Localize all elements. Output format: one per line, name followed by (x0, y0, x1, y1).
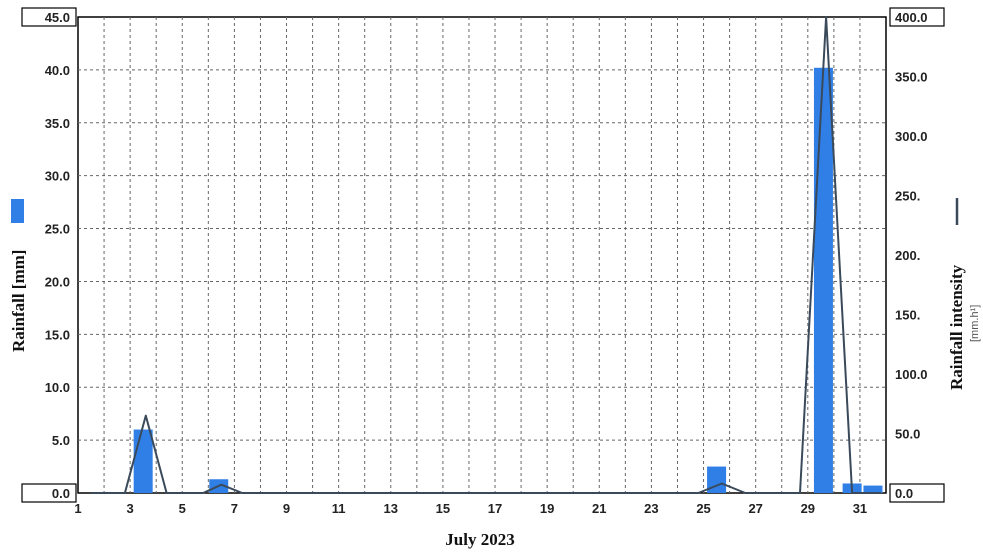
x-tick-label: 27 (748, 501, 762, 516)
y-tick-label: 30.0 (45, 169, 70, 184)
y2-tick-label: 350.0 (895, 70, 928, 85)
x-axis-title: July 2023 (445, 530, 514, 549)
y-axis-title: Rainfall [mm] (9, 250, 28, 352)
x-tick-label: 15 (436, 501, 450, 516)
y2-tick-label: 150. (895, 308, 920, 323)
plot-area (77, 16, 887, 494)
intensity-series-line (91, 16, 881, 494)
y-tick-label: 15.0 (45, 327, 70, 342)
x-tick-label: 21 (592, 501, 606, 516)
right-axis-title: Rainfall intensity [mm.h¹] (947, 198, 981, 390)
x-tick-label: 25 (696, 501, 710, 516)
bar-legend-swatch (11, 199, 24, 223)
x-tick-label: 5 (179, 501, 186, 516)
y2-tick-label: 0.0 (895, 486, 913, 501)
y2-tick-label: 400.0 (895, 10, 928, 25)
tick-box (889, 483, 945, 503)
y2-tick-label: 50.0 (895, 427, 920, 442)
y2-tick-label: 200. (895, 248, 920, 263)
rainfall-bar (707, 466, 727, 493)
x-tick-label: 3 (127, 501, 134, 516)
y-tick-label: 40.0 (45, 63, 70, 78)
y-tick-label: 20.0 (45, 274, 70, 289)
x-tick-label: 29 (801, 501, 815, 516)
y-tick-label: 45.0 (45, 10, 70, 25)
y-tick-label: 10.0 (45, 380, 70, 395)
y2-axis-title: Rainfall intensity (947, 264, 966, 390)
left-axis-title: Rainfall [mm] (9, 199, 28, 352)
x-tick-label: 9 (283, 501, 290, 516)
y2-tick-label: 300.0 (895, 129, 928, 144)
x-tick-label: 31 (853, 501, 867, 516)
intensity-line (91, 16, 881, 494)
left-axis-ticks: 0.0 5.0 10.0 15.0 20.0 25.0 30.0 35.0 40.0 45.0 (21, 7, 77, 503)
y-tick-label: 25.0 (45, 222, 70, 237)
x-axis-ticks: 1 3 5 7 9 11 13 15 17 19 21 23 25 27 29 31 (74, 501, 867, 516)
tick-box (889, 7, 945, 27)
y2-axis-unit: [mm.h¹] (969, 305, 981, 342)
tick-box (21, 7, 77, 27)
grid (78, 17, 886, 493)
rainfall-bar (133, 429, 153, 493)
rainfall-bar (863, 485, 883, 493)
x-tick-label: 11 (332, 501, 346, 516)
x-tick-label: 17 (488, 501, 502, 516)
y-tick-label: 5.0 (52, 433, 70, 448)
y2-tick-label: 100.0 (895, 367, 928, 382)
x-tick-label: 1 (74, 501, 81, 516)
x-tick-label: 23 (644, 501, 658, 516)
tick-box (21, 483, 77, 503)
right-axis-ticks: 0.0 50.0 100.0 150. 200. 250. 300.0 350.0 400.0 (889, 7, 945, 503)
rainfall-bar (813, 67, 833, 494)
y2-tick-label: 250. (895, 189, 920, 204)
y-tick-label: 35.0 (45, 116, 70, 131)
x-tick-label: 19 (540, 501, 554, 516)
y-tick-label: 0.0 (52, 486, 70, 501)
x-tick-label: 13 (384, 501, 398, 516)
x-tick-label: 7 (231, 501, 238, 516)
